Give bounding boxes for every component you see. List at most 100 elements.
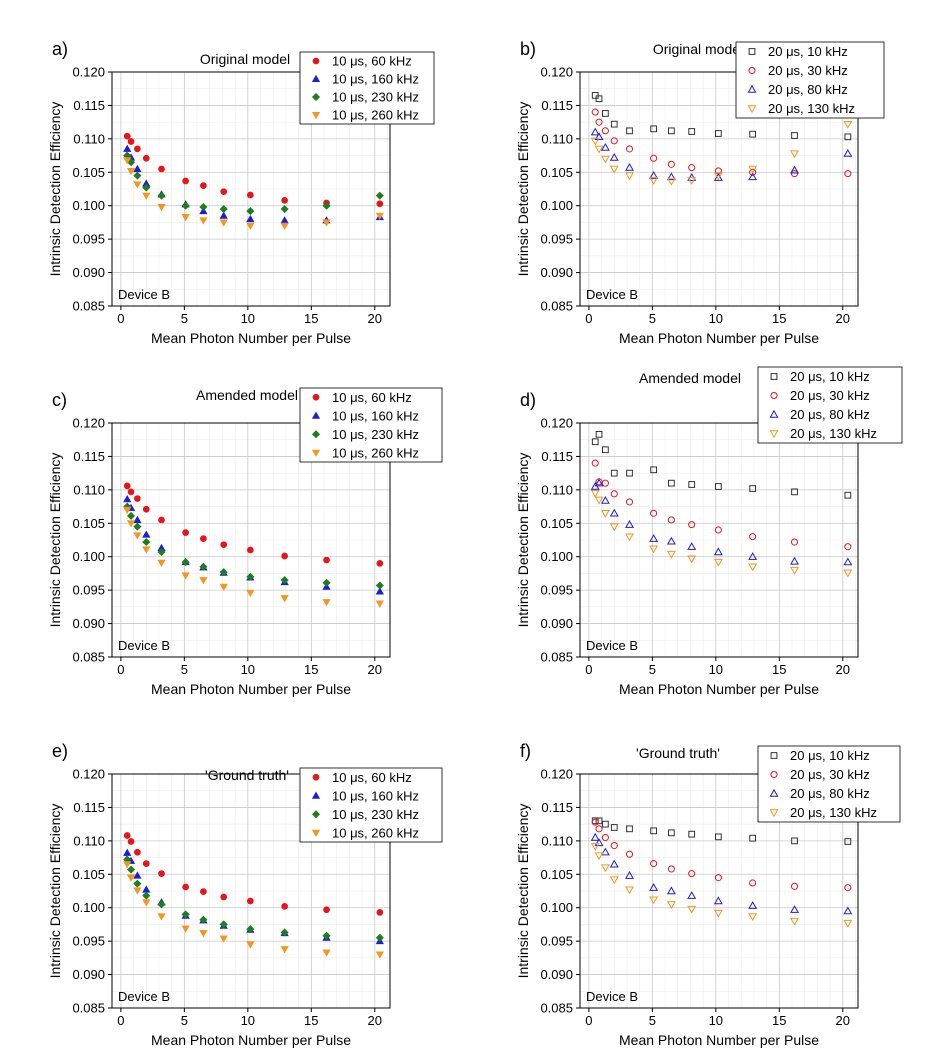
data-point bbox=[688, 830, 696, 838]
data-point bbox=[133, 181, 142, 189]
data-point bbox=[157, 204, 166, 212]
series-3 bbox=[590, 832, 853, 915]
data-point bbox=[158, 516, 165, 524]
x-axis-label: Mean Photon Number per Pulse bbox=[151, 681, 351, 697]
legend-marker bbox=[770, 373, 778, 380]
data-point bbox=[601, 127, 609, 135]
data-point bbox=[713, 558, 723, 567]
data-point bbox=[199, 915, 208, 924]
legend-label: 20 μs, 80 kHz bbox=[790, 786, 870, 801]
data-point bbox=[748, 172, 758, 181]
y-tick-label: 0.105 bbox=[72, 516, 105, 531]
x-axis-label: Mean Photon Number per Pulse bbox=[151, 330, 351, 346]
data-point bbox=[219, 935, 228, 943]
legend-item: 20 μs, 80 kHz bbox=[747, 82, 848, 97]
data-point bbox=[843, 120, 853, 129]
series-4 bbox=[590, 120, 853, 186]
y-axis-label: Intrinsic Detection Efficiency bbox=[515, 804, 531, 979]
minor-grid bbox=[112, 72, 390, 306]
x-tick-label: 10 bbox=[709, 662, 723, 677]
data-point bbox=[609, 523, 619, 532]
data-point bbox=[749, 168, 757, 176]
legend-label: 10 μs, 230 kHz bbox=[332, 90, 419, 105]
data-point bbox=[280, 576, 289, 585]
data-point bbox=[843, 148, 853, 157]
x-tick-label: 5 bbox=[181, 662, 188, 677]
legend-label: 10 μs, 260 kHz bbox=[332, 445, 419, 460]
legend-marker bbox=[311, 449, 321, 457]
data-point bbox=[844, 838, 852, 845]
legend-label: 10 μs, 60 kHz bbox=[332, 770, 412, 785]
y-tick-label: 0.090 bbox=[540, 265, 573, 280]
plot-frame bbox=[111, 71, 391, 307]
data-point bbox=[322, 201, 331, 210]
y-tick-label: 0.115 bbox=[541, 98, 573, 113]
data-point bbox=[219, 920, 228, 929]
data-point bbox=[590, 127, 600, 136]
data-point bbox=[688, 481, 696, 488]
data-point bbox=[714, 874, 722, 882]
legend-marker bbox=[770, 770, 778, 779]
x-axis-label: Mean Photon Number per Pulse bbox=[619, 681, 819, 697]
chart-title: 'Ground truth' bbox=[636, 745, 720, 761]
legend-marker bbox=[769, 430, 779, 439]
data-point bbox=[610, 120, 618, 128]
y-tick-label: 0.115 bbox=[73, 800, 105, 815]
legend-label: 20 μs, 80 kHz bbox=[790, 407, 870, 422]
data-point bbox=[322, 949, 331, 957]
data-point bbox=[182, 177, 189, 185]
y-tick-label: 0.105 bbox=[72, 867, 105, 882]
legend-marker bbox=[770, 391, 778, 400]
x-tick-label: 10 bbox=[241, 1013, 255, 1028]
legend-label: 10 μs, 260 kHz bbox=[332, 825, 419, 840]
data-point bbox=[625, 172, 634, 181]
data-point bbox=[625, 162, 634, 171]
data-point bbox=[247, 546, 254, 554]
data-point bbox=[668, 829, 675, 837]
legend-box bbox=[757, 366, 903, 444]
legend-label: 20 μs, 30 kHz bbox=[790, 767, 870, 782]
x-axis: 0 5 10 15 20 bbox=[585, 306, 850, 326]
y-tick-label: 0.100 bbox=[72, 900, 105, 915]
y-tick-label: 0.110 bbox=[541, 131, 573, 146]
legend-label: 10 μs, 160 kHz bbox=[332, 72, 419, 87]
data-point bbox=[666, 901, 676, 909]
data-point bbox=[748, 552, 758, 560]
chart-title: Amended model bbox=[196, 387, 298, 403]
data-point bbox=[246, 207, 255, 216]
data-point bbox=[142, 530, 151, 538]
data-point bbox=[181, 925, 190, 933]
data-point bbox=[594, 496, 604, 505]
data-point bbox=[126, 874, 136, 882]
data-point bbox=[199, 577, 208, 585]
data-point bbox=[220, 541, 228, 549]
data-point bbox=[650, 466, 658, 474]
data-point bbox=[626, 127, 633, 135]
legend-item: 10 μs, 160 kHz bbox=[311, 788, 419, 803]
series-2 bbox=[591, 108, 852, 178]
series-4 bbox=[123, 506, 384, 608]
data-point bbox=[602, 446, 609, 454]
data-point bbox=[844, 133, 852, 141]
data-point bbox=[133, 879, 142, 888]
y-tick-label: 0.095 bbox=[72, 232, 105, 247]
data-point bbox=[601, 479, 609, 487]
x-tick-label: 20 bbox=[368, 662, 382, 677]
data-point bbox=[625, 850, 634, 858]
x-tick-label: 10 bbox=[709, 311, 723, 326]
data-point bbox=[134, 848, 141, 856]
y-tick-label: 0.095 bbox=[540, 232, 573, 247]
data-point bbox=[609, 165, 619, 174]
data-point bbox=[123, 506, 132, 515]
minor-grid bbox=[580, 423, 858, 657]
chart-title: Amended model bbox=[639, 370, 741, 386]
series-4 bbox=[123, 157, 384, 230]
data-point bbox=[590, 137, 600, 146]
data-point bbox=[666, 550, 676, 559]
data-point bbox=[199, 930, 208, 938]
data-point bbox=[844, 884, 852, 892]
data-point bbox=[595, 817, 603, 825]
x-tick-label: 10 bbox=[241, 662, 255, 677]
y-axis-label: Intrinsic Detection Efficiency bbox=[515, 102, 531, 277]
data-point bbox=[609, 152, 619, 161]
